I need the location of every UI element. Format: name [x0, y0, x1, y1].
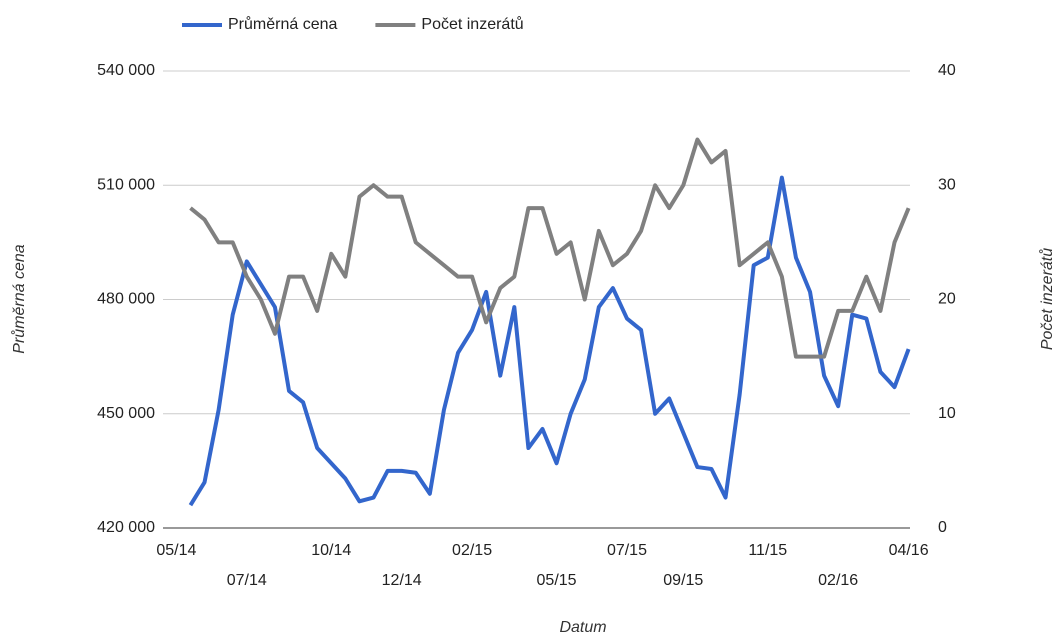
y-tick-label: 420 000	[97, 519, 155, 536]
series-line	[188, 175, 911, 507]
y2-tick-label: 0	[938, 519, 947, 536]
y2-tick-label: 10	[938, 405, 956, 422]
x-tick-label: 02/16	[818, 572, 858, 589]
x-tick-label: 07/14	[227, 572, 267, 589]
legend-label: Průměrná cena	[228, 15, 337, 33]
x-tick-label: 02/15	[452, 542, 492, 559]
x-tick-label: 09/15	[663, 572, 703, 589]
legend-label: Počet inzerátů	[421, 15, 523, 33]
y2-tick-label: 30	[938, 176, 956, 193]
y-axis-title: Průměrná cena	[10, 244, 28, 353]
x-axis-title: Datum	[559, 619, 606, 636]
x-tick-label: 12/14	[382, 572, 422, 589]
x-tick-label: 05/15	[537, 572, 577, 589]
y-tick-label: 480 000	[97, 291, 155, 308]
y-tick-label: 540 000	[97, 62, 155, 79]
y-tick-label: 450 000	[97, 405, 155, 422]
x-tick-label: 07/15	[607, 542, 647, 559]
y2-axis-title: Počet inzerátů	[1038, 248, 1056, 350]
y-tick-label: 510 000	[97, 176, 155, 193]
x-tick-label: 04/16	[889, 542, 929, 559]
y2-tick-label: 40	[938, 62, 956, 79]
y2-tick-label: 20	[938, 291, 956, 308]
series-line	[189, 137, 911, 359]
x-tick-label: 05/14	[156, 542, 196, 559]
x-tick-label: 11/15	[748, 542, 787, 559]
x-tick-label: 10/14	[311, 542, 351, 559]
